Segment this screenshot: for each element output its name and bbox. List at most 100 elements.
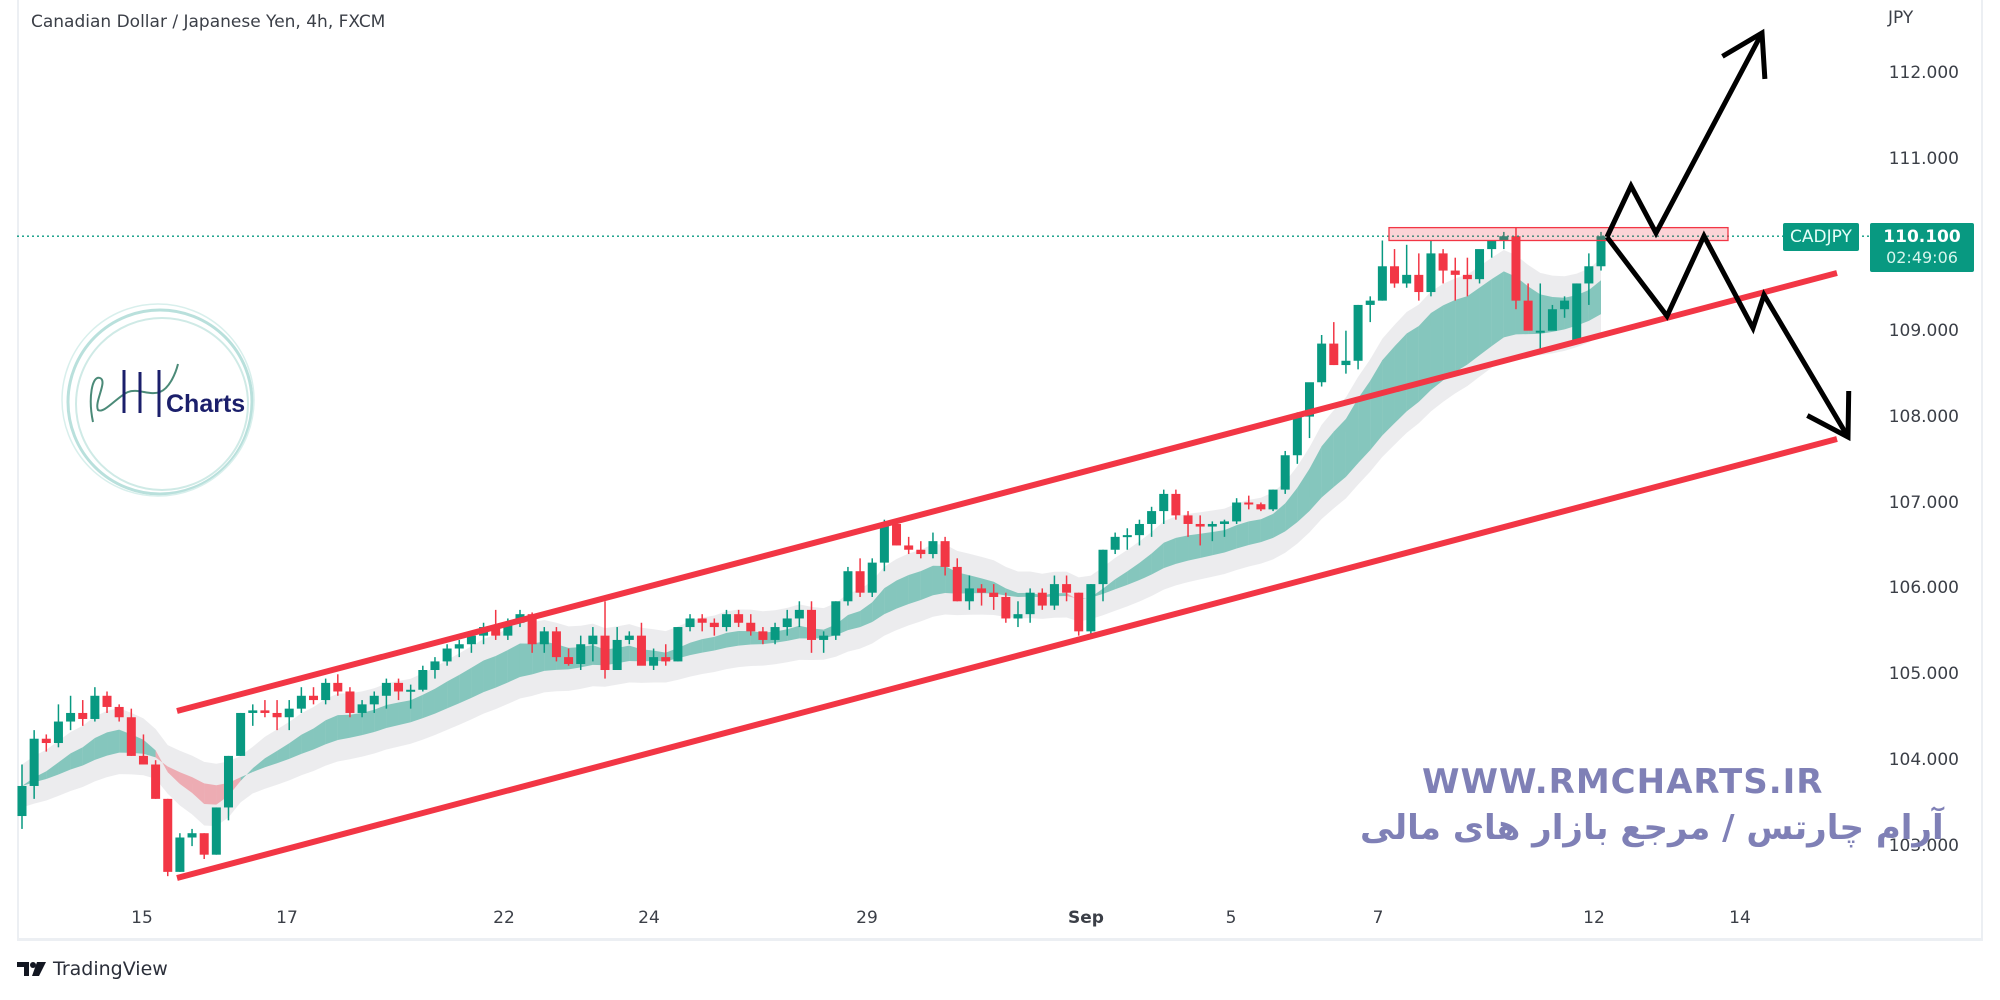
price-axis-unit: JPY (1888, 8, 1914, 28)
time-tick-label: 24 (638, 908, 660, 928)
candle-body (272, 712, 282, 718)
candle-body (90, 695, 100, 719)
candle-body (236, 712, 246, 756)
ma-fill (1260, 513, 1274, 543)
candle-body (697, 618, 707, 623)
candle-body (1584, 266, 1594, 284)
resistance-zone[interactable] (1388, 226, 1729, 242)
ma-fill (289, 734, 302, 759)
candle-body (430, 661, 440, 671)
candle-body (1207, 523, 1217, 527)
time-tick-label: 12 (1583, 908, 1605, 928)
candle-body (588, 635, 598, 645)
ma-fill (1479, 279, 1492, 356)
ma-fill (483, 655, 496, 693)
candle-body (831, 601, 841, 636)
ma-fill (349, 712, 363, 738)
candle-body (1329, 343, 1339, 366)
channel-lower-line[interactable] (176, 436, 1838, 881)
candle-body (746, 622, 756, 632)
ma-fill (787, 625, 800, 641)
ma-fill (1430, 305, 1444, 390)
candle-body (1572, 283, 1582, 344)
candle-body (1377, 266, 1387, 301)
price-tick-label: 111.000 (1888, 148, 1959, 169)
projection-arrows[interactable] (1604, 28, 1852, 442)
candlestick-series (17, 227, 1606, 877)
time-tick-label: 15 (131, 908, 153, 928)
candle-body (1110, 536, 1120, 550)
channel-upper-line[interactable] (176, 270, 1838, 714)
ma-fill (1188, 533, 1201, 561)
ma-fill (434, 681, 448, 714)
ma-fill (1394, 333, 1407, 424)
candle-body (1086, 584, 1096, 632)
ma-fill (920, 565, 933, 600)
candle-body (855, 571, 865, 593)
candle-body (1535, 330, 1545, 333)
ma-fill (896, 574, 909, 609)
candle-body (782, 618, 792, 628)
candle-body (1219, 521, 1229, 524)
ma-fill (325, 715, 338, 745)
time-tick-label: 29 (856, 908, 878, 928)
ma-fill (1115, 571, 1128, 590)
time-tick-label: Sep (1068, 908, 1104, 928)
candle-body (1159, 493, 1169, 512)
candle-body (1049, 584, 1059, 606)
bar-countdown: 02:49:06 (1886, 248, 1958, 267)
watermark-persian-text: آرام چارتس / مرجع بازار های مالی (1360, 808, 1944, 848)
candle-body (1487, 240, 1497, 250)
candle-body (1547, 309, 1557, 331)
candle-body (187, 833, 197, 838)
candle-body (624, 635, 634, 640)
ma-fill (46, 762, 59, 780)
ma-fill (58, 753, 71, 775)
candle-body (1523, 300, 1533, 331)
trend-channel[interactable] (176, 270, 1838, 881)
candle-body (114, 706, 124, 718)
candle-body (1365, 300, 1375, 305)
candle-body (1475, 249, 1485, 280)
ma-fill (82, 737, 95, 766)
ma-fill (277, 743, 290, 764)
tradingview-brand[interactable]: TradingView (17, 958, 168, 980)
ma-fill (1321, 431, 1334, 498)
watermark-url: WWW.RMCHARTS.IR (1422, 762, 1824, 802)
candle-body (1280, 455, 1290, 490)
candle-body (260, 710, 270, 713)
candle-body (1462, 274, 1472, 280)
tradingview-label: TradingView (53, 958, 168, 980)
ma-fill (495, 649, 508, 688)
ma-fill (204, 783, 217, 805)
candle-body (1062, 584, 1072, 593)
chart-title: Canadian Dollar / Japanese Yen, 4h, FXCM (31, 12, 386, 32)
time-tick-label: 14 (1729, 908, 1751, 928)
symbol-label: CADJPY (1783, 223, 1859, 251)
candle-body (843, 571, 853, 602)
candle-body (1001, 596, 1011, 619)
candle-body (369, 695, 379, 705)
candle-body (1438, 253, 1448, 271)
bullish-projection-path[interactable] (1604, 31, 1765, 239)
tradingview-logo-icon (17, 962, 46, 976)
candle-body (1147, 511, 1157, 524)
candle-body (491, 627, 501, 636)
candle-body (17, 785, 27, 817)
ma-fill (301, 728, 314, 754)
ma-fill (337, 714, 350, 740)
ma-fill (860, 602, 873, 628)
candle-body (199, 833, 209, 855)
time-tick-label: 7 (1372, 908, 1384, 928)
candle-body (1317, 343, 1327, 383)
price-tick-label: 103.000 (1888, 836, 1959, 857)
candle-body (1037, 592, 1047, 606)
candle-body (1074, 592, 1084, 632)
bearish-projection-path[interactable] (1605, 230, 1851, 439)
time-tick-label: 22 (493, 908, 515, 928)
candle-body (442, 648, 452, 662)
ma-fill (532, 641, 545, 675)
candle-body (309, 695, 319, 701)
rmcharts-logo: Charts (61, 303, 255, 497)
